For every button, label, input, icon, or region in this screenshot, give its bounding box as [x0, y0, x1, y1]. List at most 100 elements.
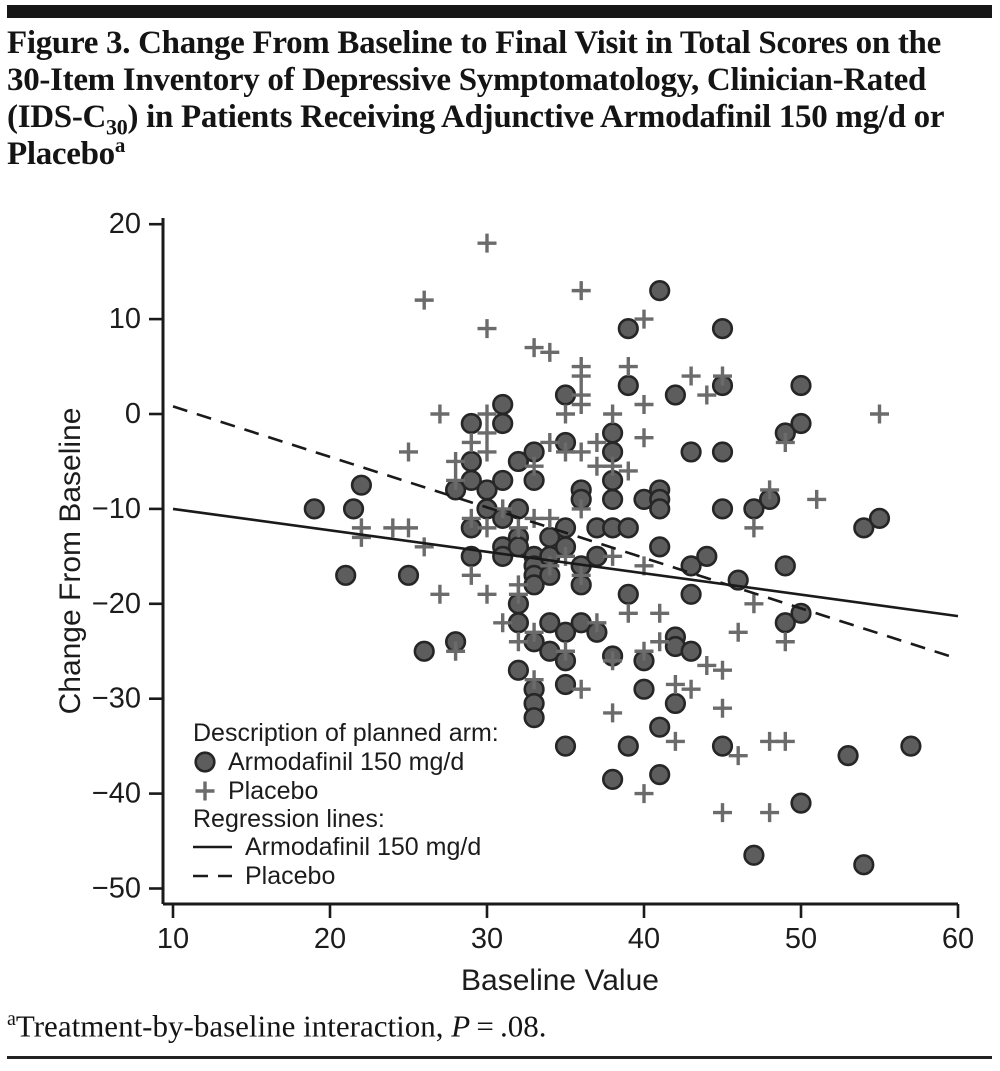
placebo-point — [430, 404, 450, 424]
y-tick-label: −10 — [92, 493, 141, 525]
armodafinil-point — [601, 488, 624, 511]
armodafinil-regression-line — [172, 507, 959, 618]
armodafinil-point — [617, 583, 639, 605]
placebo-point — [508, 584, 528, 604]
armodafinil-point — [617, 735, 639, 757]
armodafinil-point — [649, 764, 671, 786]
placebo-point — [477, 233, 497, 253]
placebo-point — [618, 461, 638, 481]
placebo-point — [493, 499, 513, 519]
armodafinil-point — [554, 517, 577, 539]
placebo-point — [697, 385, 717, 405]
armodafinil-point — [397, 564, 420, 586]
placebo-point — [728, 622, 748, 642]
placebo-point — [446, 641, 466, 661]
armodafinil-point — [680, 583, 702, 605]
placebo-point — [603, 456, 623, 476]
placebo-point — [603, 651, 623, 671]
placebo-point — [775, 731, 795, 751]
x-tick-label: 10 — [157, 923, 189, 955]
armodafinil-point — [774, 612, 796, 634]
x-tick-label: 20 — [314, 923, 346, 955]
y-tick-label: 20 — [109, 208, 141, 240]
y-tick-label: −50 — [92, 873, 141, 905]
placebo-point — [634, 395, 654, 415]
placebo-point — [744, 518, 764, 538]
placebo-point — [728, 746, 748, 766]
placebo-point — [477, 442, 497, 462]
placebo-point — [713, 366, 732, 386]
footnote-value: = .08. — [470, 1008, 547, 1044]
placebo-point — [665, 731, 685, 751]
placebo-point — [540, 508, 560, 528]
armodafinil-point — [743, 498, 765, 520]
legend-label-placebo-marker: Placebo — [228, 777, 318, 805]
armodafinil-point — [790, 792, 812, 814]
armodafinil-point — [900, 735, 922, 757]
y-tick-label: −20 — [92, 588, 141, 620]
legend-label-placebo-line: Placebo — [245, 862, 335, 890]
footnote-superscript: a — [7, 1008, 16, 1030]
armodafinil-point — [649, 498, 671, 520]
legend-plus-marker — [195, 781, 215, 801]
x-tick-label: 30 — [471, 923, 503, 955]
armodafinil-point — [664, 692, 687, 715]
placebo-point — [571, 366, 591, 386]
legend-label-armodafinil-marker: Armodafinil 150 mg/d — [228, 748, 464, 776]
armodafinil-point — [790, 374, 812, 397]
armodafinil-point — [460, 412, 482, 435]
legend-circle-marker — [194, 751, 216, 773]
armodafinil-point — [696, 545, 718, 567]
figure-title-text-2: ) in Patients Receiving Adjunctive Armod… — [7, 99, 944, 172]
placebo-point — [587, 432, 607, 452]
armodafinil-point — [868, 507, 891, 529]
armodafinil-point — [539, 612, 561, 634]
armodafinil-point — [790, 412, 812, 435]
placebo-point — [524, 622, 544, 642]
placebo-point — [870, 404, 889, 424]
armodafinil-point — [460, 545, 482, 567]
placebo-point — [681, 679, 701, 699]
armodafinil-point — [492, 393, 514, 416]
x-axis-title: Baseline Value — [461, 964, 659, 997]
placebo-point — [665, 674, 685, 694]
placebo-point — [414, 290, 434, 310]
placebo-point — [697, 655, 717, 675]
placebo-point — [713, 660, 732, 680]
placebo-point — [556, 404, 575, 424]
placebo-point — [399, 518, 418, 538]
placebo-point — [681, 366, 701, 386]
placebo-point — [775, 632, 795, 652]
y-tick-label: 10 — [109, 303, 141, 335]
x-tick-label: 40 — [628, 923, 660, 955]
armodafinil-point — [774, 555, 796, 577]
armodafinil-point — [743, 844, 765, 866]
placebo-point — [571, 565, 591, 585]
figure-title-superscript: a — [114, 133, 126, 157]
armodafinil-point — [554, 673, 577, 696]
y-tick-label: 0 — [125, 398, 141, 430]
x-tick-label: 50 — [785, 923, 817, 955]
armodafinil-point — [680, 441, 702, 463]
placebo-point — [477, 423, 497, 443]
placebo-point — [508, 632, 528, 652]
legend-label-armodafinil-line: Armodafinil 150 mg/d — [245, 833, 481, 861]
placebo-point — [587, 613, 607, 633]
top-rule — [7, 5, 992, 18]
placebo-point — [618, 603, 638, 623]
placebo-point — [477, 518, 497, 538]
armodafinil-point — [711, 441, 734, 463]
armodafinil-point — [335, 564, 357, 586]
placebo-point — [540, 432, 560, 452]
y-tick-label: −40 — [92, 778, 141, 810]
placebo-point — [493, 613, 513, 633]
armodafinil-point — [492, 412, 514, 435]
scatter-plot-svg: 20 10 0 −10 −20 −30 −40 −50 10 20 30 40 50 60 Baseline… — [54, 208, 974, 997]
placebo-point — [634, 784, 654, 804]
footnote-stat-symbol: P — [451, 1008, 471, 1044]
armodafinil-point — [649, 280, 671, 302]
placebo-point — [571, 499, 591, 519]
placebo-point — [650, 603, 670, 623]
placebo-point — [650, 632, 670, 652]
bottom-rule — [7, 1056, 992, 1059]
